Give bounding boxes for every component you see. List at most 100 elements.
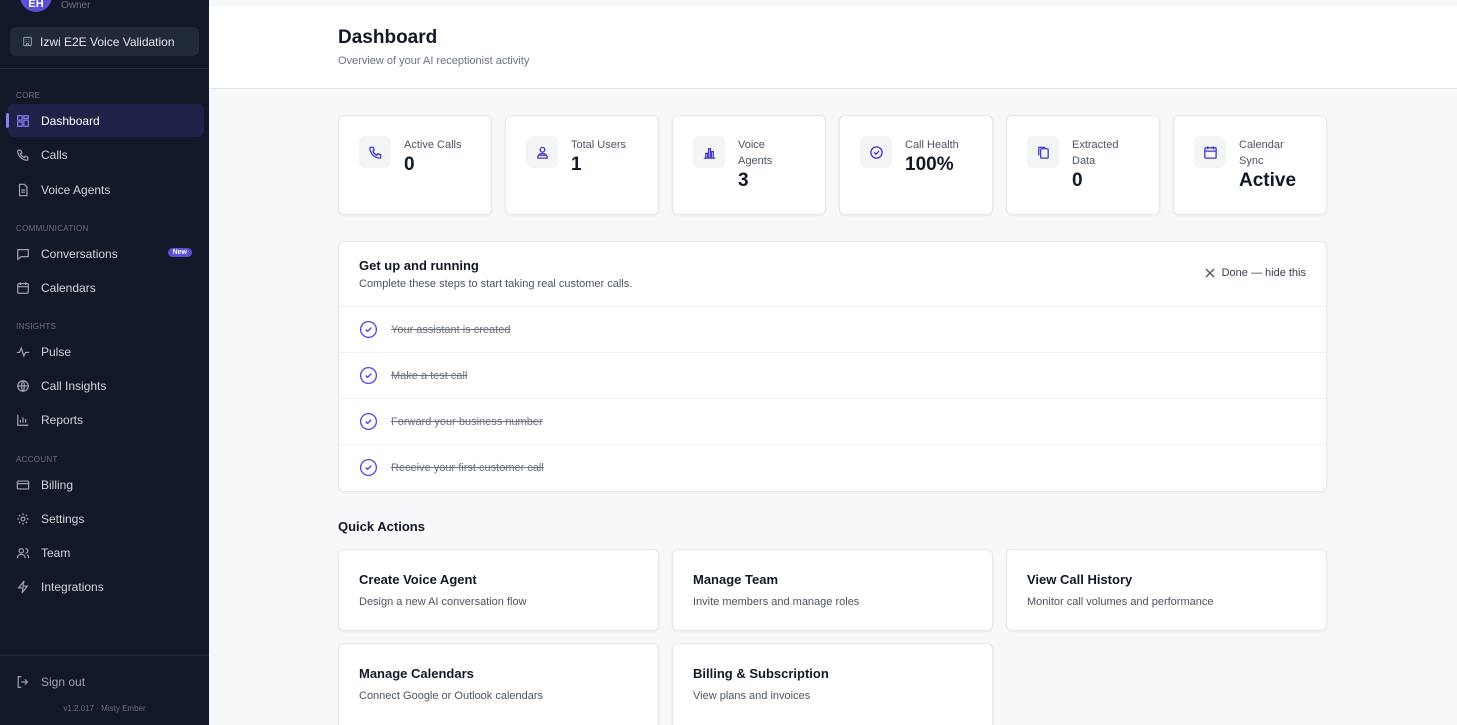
quick-action-title: View Call History [1027, 572, 1133, 587]
sign-out-label: Sign out [41, 674, 86, 689]
sidebar-item-label: Voice Agents [41, 182, 111, 197]
stat-label: Extracted Data [1072, 139, 1119, 167]
quick-action-desc: View plans and invoices [693, 690, 811, 702]
stat-value: 3 [738, 170, 749, 191]
bar-chart-icon [703, 147, 715, 159]
sidebar-item-dashboard[interactable]: Dashboard [6, 104, 204, 137]
quick-actions-title: Quick Actions [338, 519, 425, 534]
users-icon [16, 547, 30, 558]
sidebar-item-voice-agents[interactable]: Voice Agents [8, 173, 204, 206]
quick-action-title: Billing & Subscription [693, 666, 829, 681]
sidebar-item-label: Dashboard [41, 113, 100, 128]
onboarding-step: Forward your business number [339, 398, 1326, 444]
quick-action-title: Create Voice Agent [359, 572, 477, 587]
new-badge: New [167, 248, 192, 257]
sidebar-item-team[interactable]: Team [8, 536, 204, 569]
credit-card-icon [16, 479, 30, 490]
onboarding-step: Make a test call [339, 352, 1326, 398]
quick-action-manage-calendars[interactable]: Manage Calendars Connect Google or Outlo… [338, 643, 659, 725]
stat-value: 0 [404, 154, 415, 175]
user-menu[interactable]: EH [20, 0, 52, 12]
sidebar-item-conversations[interactable]: Conversations New [8, 237, 204, 270]
stat-label: Call Health [905, 139, 959, 151]
check-circle-icon [359, 366, 378, 385]
user-role: Owner [61, 0, 91, 11]
globe-icon [17, 379, 29, 392]
chat-icon [17, 248, 29, 260]
lightning-icon [17, 580, 29, 593]
sidebar-item-pulse[interactable]: Pulse [8, 335, 204, 368]
grid-icon [17, 114, 29, 127]
divider [0, 655, 209, 656]
step-label: Forward your business number [391, 415, 543, 428]
onboarding-step: Receive your first customer call [339, 444, 1326, 490]
version-label: v1.2.017 · Misty Ember [63, 704, 146, 713]
stat-value: Active [1239, 170, 1297, 191]
quick-action-create-voice-agent[interactable]: Create Voice Agent Design a new AI conve… [338, 549, 659, 631]
step-label: Your assistant is created [391, 323, 511, 336]
sidebar: EH Owner Izwi E2E Voice Validation CORE … [0, 0, 209, 725]
sidebar-item-reports[interactable]: Reports [8, 403, 204, 436]
stat-card-calendar-sync: Calendar Sync Active [1173, 115, 1327, 215]
hide-label: Done — hide this [1221, 267, 1306, 279]
workspace-switcher[interactable]: Izwi E2E Voice Validation [10, 27, 199, 56]
sidebar-item-settings[interactable]: Settings [8, 502, 204, 535]
stat-card-total-users: Total Users 1 [505, 115, 659, 215]
onboarding-subtitle: Complete these steps to start taking rea… [359, 278, 633, 290]
sidebar-item-calls[interactable]: Calls [8, 138, 204, 171]
stat-value: 0 [1072, 170, 1083, 191]
gear-icon [17, 512, 29, 525]
sidebar-item-label: Pulse [41, 344, 72, 359]
sidebar-item-label: Settings [41, 511, 85, 526]
section-label-communication: COMMUNICATION [16, 224, 89, 233]
sidebar-item-integrations[interactable]: Integrations [8, 570, 204, 603]
hide-onboarding-button[interactable]: Done — hide this [1205, 267, 1306, 279]
sidebar-item-label: Integrations [41, 579, 104, 594]
sidebar-item-billing[interactable]: Billing [8, 468, 204, 501]
sidebar-item-label: Team [41, 545, 71, 560]
section-label-core: CORE [16, 91, 41, 100]
page-header: Dashboard Overview of your AI receptioni… [209, 6, 1457, 89]
quick-action-manage-team[interactable]: Manage Team Invite members and manage ro… [672, 549, 993, 631]
users-icon [536, 146, 548, 159]
sidebar-item-calendars[interactable]: Calendars [8, 271, 204, 304]
quick-action-title: Manage Calendars [359, 666, 474, 681]
calendar-icon [1203, 145, 1217, 159]
section-label-insights: INSIGHTS [16, 322, 57, 331]
stat-card-call-health: Call Health 100% [839, 115, 993, 215]
quick-action-title: Manage Team [693, 572, 779, 587]
divider [0, 68, 209, 69]
page-subtitle: Overview of your AI receptionist activit… [338, 55, 530, 67]
onboarding-step: Your assistant is created [339, 306, 1326, 352]
quick-action-billing-subscription[interactable]: Billing & Subscription View plans and in… [672, 643, 993, 725]
stat-label: Voice Agents [738, 139, 773, 167]
onboarding-title: Get up and running [359, 258, 479, 273]
quick-action-desc: Connect Google or Outlook calendars [359, 690, 544, 702]
workspace-name: Izwi E2E Voice Validation [40, 34, 175, 49]
stat-value: 1 [571, 154, 582, 175]
close-icon [1205, 268, 1215, 278]
check-circle-icon [359, 412, 378, 431]
section-label-account: ACCOUNT [16, 455, 58, 464]
stat-card-voice-agents: Voice Agents 3 [672, 115, 826, 215]
bar-chart-icon [17, 414, 29, 426]
stat-card-extracted-data: Extracted Data 0 [1006, 115, 1160, 215]
check-circle-icon [359, 320, 378, 339]
phone-icon [17, 149, 29, 161]
sidebar-item-label: Conversations [41, 246, 118, 261]
file-icon [18, 183, 28, 196]
activity-icon [16, 345, 30, 358]
copy-icon [1037, 146, 1049, 159]
stat-card-active-calls: Active Calls 0 [338, 115, 492, 215]
check-circle-icon [869, 145, 883, 159]
sign-out-button[interactable]: Sign out [8, 665, 204, 698]
avatar[interactable]: EH [20, 0, 52, 12]
stat-label: Total Users [571, 139, 627, 151]
check-circle-icon [359, 458, 378, 477]
stat-label: Active Calls [404, 139, 462, 151]
phone-icon [368, 146, 381, 159]
quick-action-desc: Design a new AI conversation flow [359, 596, 527, 608]
stat-value: 100% [905, 154, 954, 175]
sidebar-item-call-insights[interactable]: Call Insights [8, 369, 204, 402]
quick-action-view-call-history[interactable]: View Call History Monitor call volumes a… [1006, 549, 1327, 631]
